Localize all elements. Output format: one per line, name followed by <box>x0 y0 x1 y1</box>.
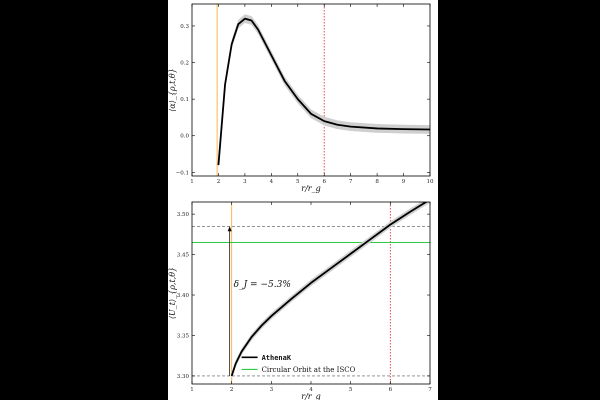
legend: AthenaK Circular Orbit at the ISCO <box>241 354 356 374</box>
x-tick-label: 2 <box>217 179 221 185</box>
y-tick-label: 3.50 <box>177 212 190 218</box>
y-tick-label: 0.2 <box>180 61 189 67</box>
plot-frame <box>191 3 431 177</box>
panel-1: 1 2 3 4 5 6 7 8 9 10 −0.1 0.0 0.1 0.2 0.3 r/r_g ⟨α⟩_{ρ,t… <box>168 3 434 193</box>
x-tick-label: 7 <box>428 387 432 393</box>
x-tick-label: 4 <box>309 387 313 393</box>
x-tick-label: 6 <box>322 179 326 185</box>
figure: 1 2 3 4 5 6 7 8 9 10 −0.1 0.0 0.1 0.2 0.3 r/r_g ⟨α⟩_{ρ,t… <box>168 0 438 400</box>
plot-area <box>216 4 430 176</box>
x-axis-label: r/r_g <box>301 184 320 193</box>
series-line-1 <box>230 202 428 377</box>
x-tick-label: 10 <box>427 179 434 185</box>
y-axis-label: ⟨α⟩_{ρ,t,θ} <box>168 68 177 112</box>
x-tick-label: 6 <box>389 387 393 393</box>
x-tick-label: 4 <box>270 179 274 185</box>
y-tick-label: 3.30 <box>177 374 190 380</box>
chart-canvas: 1 2 3 4 5 6 7 8 9 10 −0.1 0.0 0.1 0.2 0.3 r/r_g ⟨α⟩_{ρ,t… <box>168 3 434 400</box>
x-tick-label: 5 <box>349 387 353 393</box>
legend-label-isco: Circular Orbit at the ISCO <box>262 366 356 374</box>
series-line-1 <box>217 17 430 166</box>
x-tick-label: 1 <box>190 387 194 393</box>
x-tick-label: 3 <box>270 387 274 393</box>
plot-area <box>192 202 430 384</box>
plot-frame <box>191 201 431 385</box>
x-tick-label: 8 <box>375 179 379 185</box>
y-tick-label: −0.1 <box>176 170 189 176</box>
panel-2: 1 2 3 4 5 6 7 3.30 3.35 3.40 3.45 3.50 r/r_g ⟨U_t⟩_{ρ… <box>168 201 432 400</box>
y-tick-label: 0.1 <box>180 97 189 103</box>
y-tick-label: 3.45 <box>177 253 190 259</box>
delta-arrow-head <box>227 226 232 232</box>
y-tick-label: 3.35 <box>177 333 190 339</box>
x-tick-label: 9 <box>402 179 406 185</box>
y-tick-label: 3.40 <box>177 293 190 299</box>
x-tick-label: 3 <box>243 179 247 185</box>
x-tick-label: 5 <box>296 179 300 185</box>
x-tick-label: 2 <box>230 387 234 393</box>
y-tick-label: 0.3 <box>180 24 189 30</box>
uncertainty-band <box>218 14 430 170</box>
delta-annotation: δ_J = −5.3% <box>234 280 291 290</box>
y-tick-label: 0.0 <box>180 134 189 140</box>
x-tick-label: 7 <box>349 179 353 185</box>
x-axis-label: r/r_g <box>301 392 320 400</box>
x-tick-label: 1 <box>190 179 194 185</box>
legend-label-athenak: AthenaK <box>262 354 292 362</box>
y-axis-label: ⟨U_t⟩_{ρ,t,θ} <box>168 267 177 319</box>
